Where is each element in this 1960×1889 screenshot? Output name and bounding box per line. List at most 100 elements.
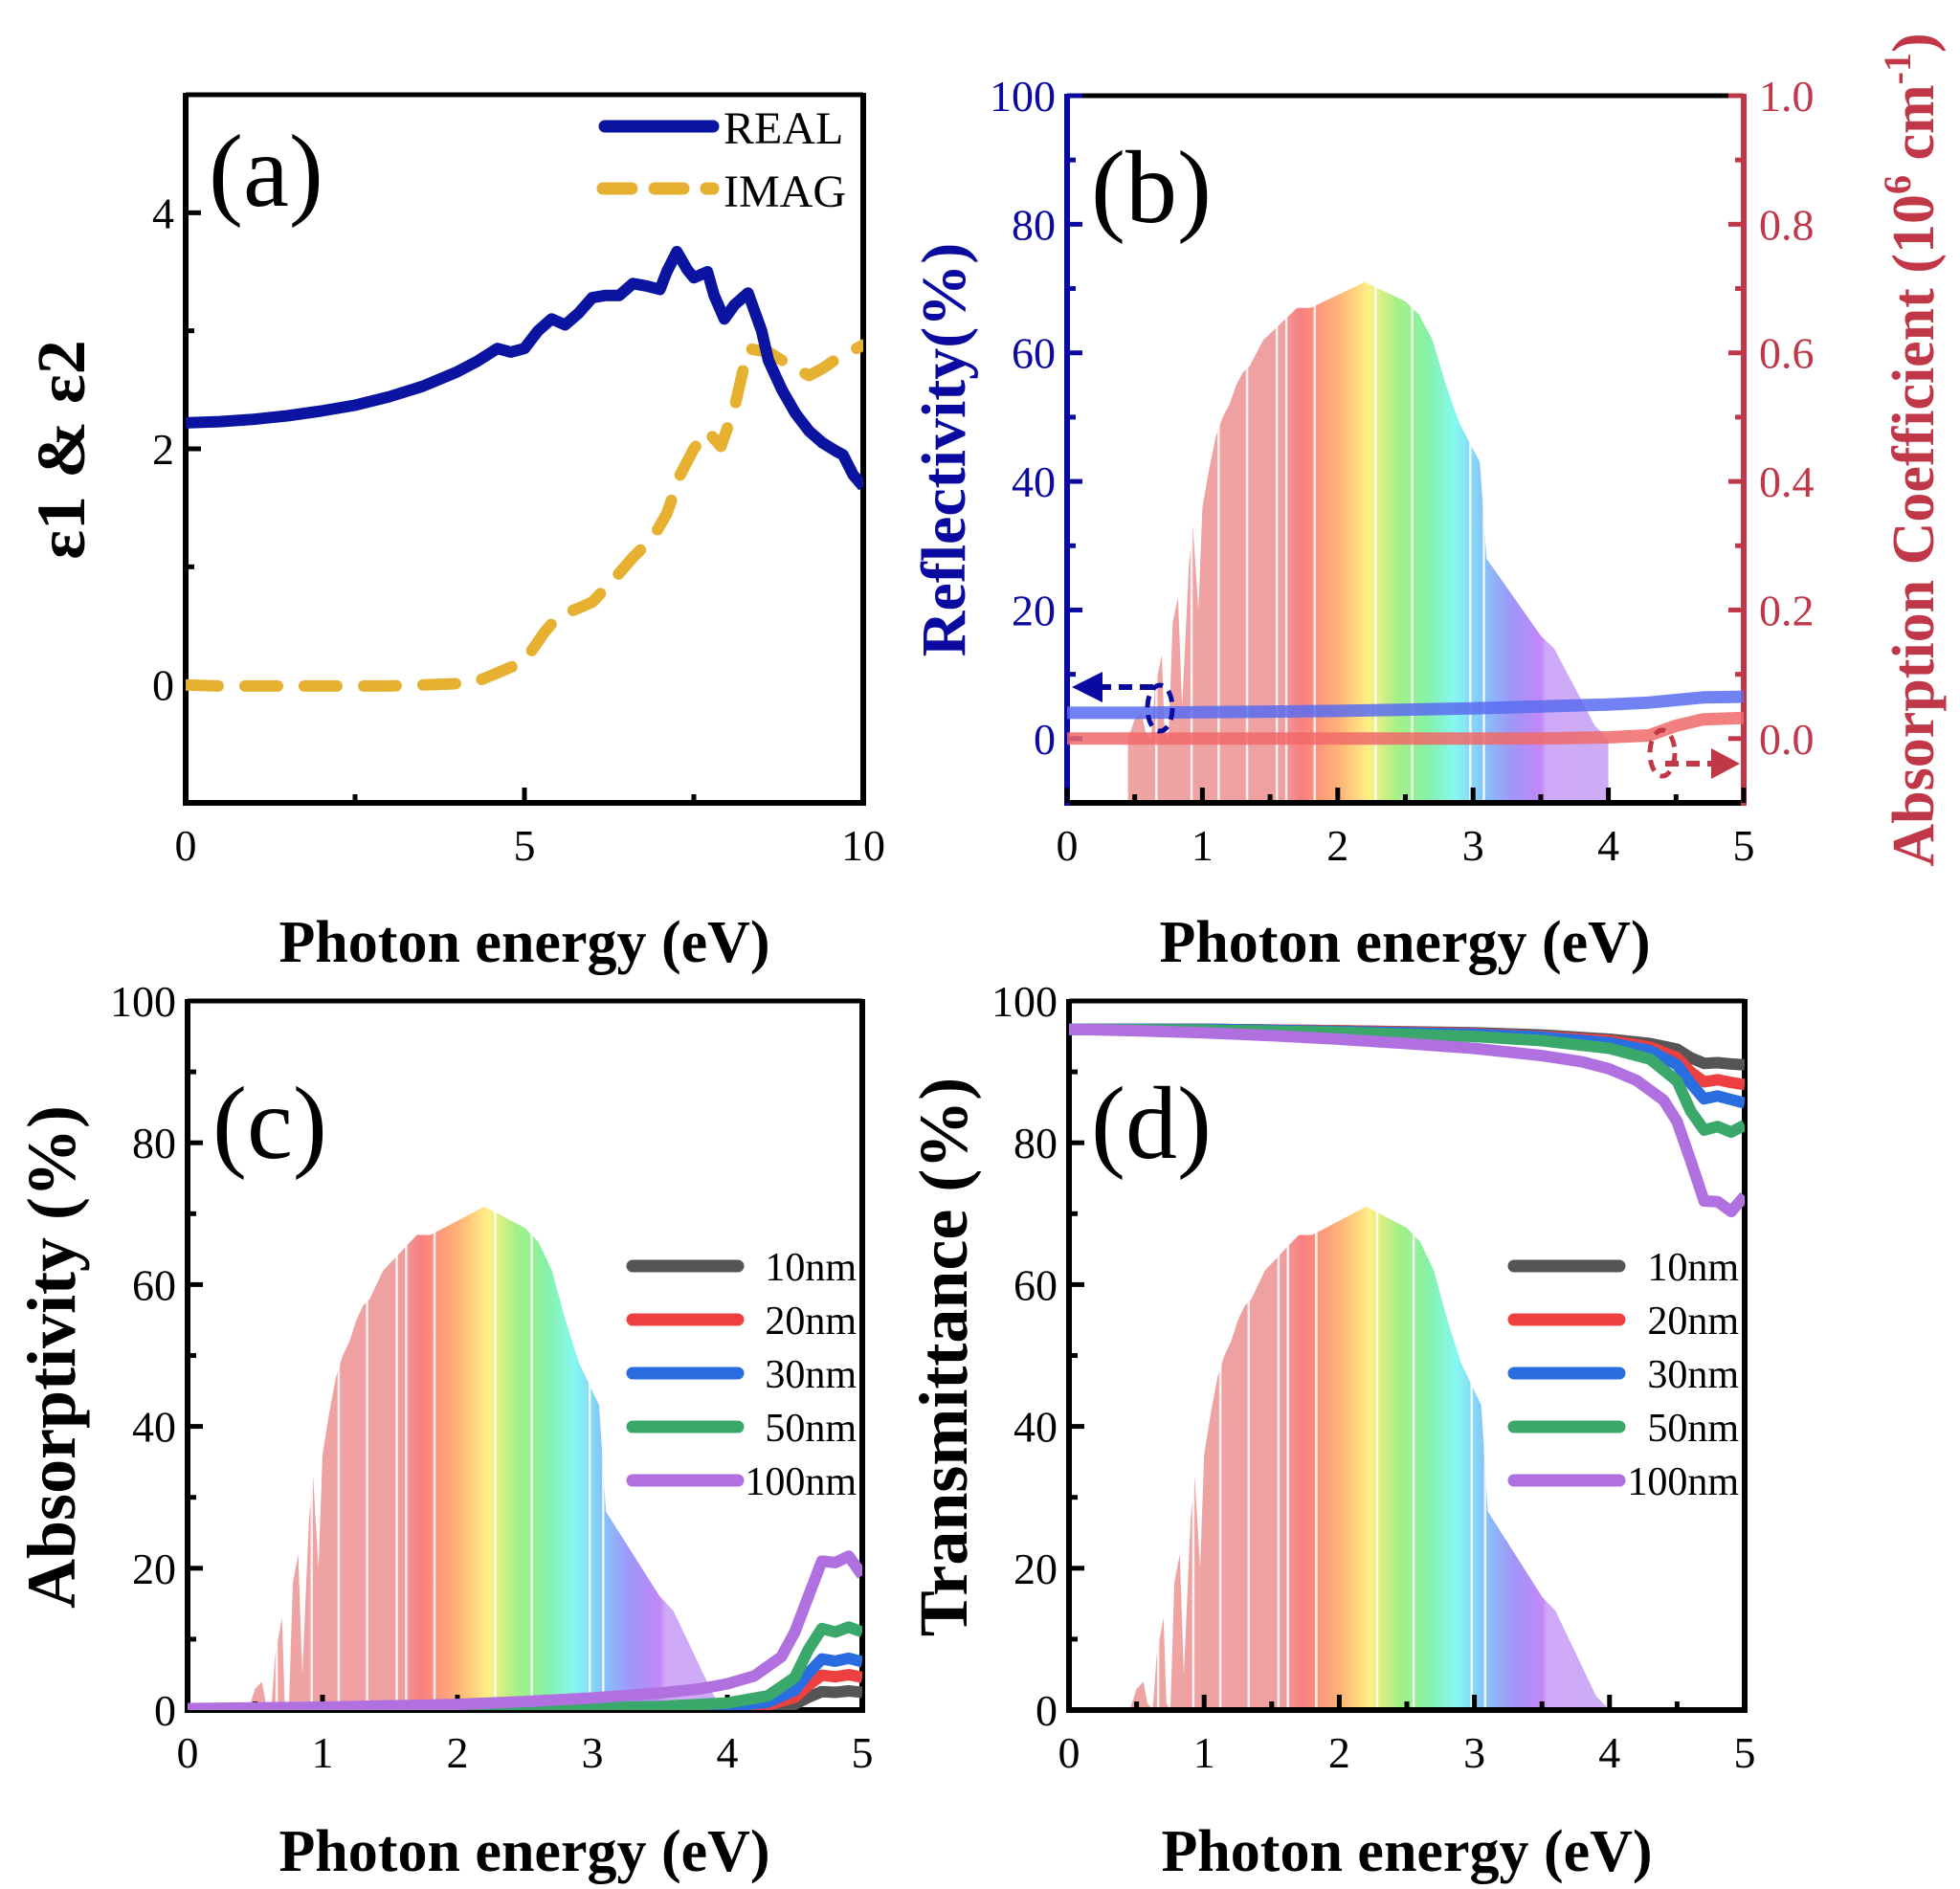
y-tick-label: 0	[152, 661, 174, 710]
x-tick-label: 5	[1734, 1728, 1756, 1777]
panel-c-label: (c)	[212, 1067, 327, 1181]
legend-label-20nm: 20nm	[765, 1300, 857, 1344]
series-absorption-line	[1067, 711, 1744, 745]
x-tick-label: 3	[1462, 821, 1484, 870]
y-tick-label: 2	[152, 425, 174, 474]
x-tick-label: 3	[582, 1728, 604, 1777]
y-tick-label: 40	[1012, 457, 1056, 506]
legend-label-10nm: 10nm	[765, 1246, 857, 1290]
x-tick-label: 4	[717, 1728, 739, 1777]
x-tick-label: 5	[514, 821, 536, 870]
y-right-tick-label: 0.6	[1759, 329, 1815, 378]
series-group	[188, 1550, 862, 1710]
x-tick-label: 0	[177, 1728, 199, 1777]
x-tick-label: 4	[1598, 1728, 1620, 1777]
y-right-tick-label: 0.4	[1759, 457, 1815, 506]
ylabel-right-sup1: 6	[1876, 175, 1919, 194]
legend-label-100nm: 100nm	[745, 1460, 857, 1504]
series-imag-line	[186, 339, 863, 692]
series-50nm-line	[1069, 1023, 1745, 1139]
panel-b-xlabel: Photon energy (eV)	[1159, 910, 1650, 975]
legend-label-100nm: 100nm	[1627, 1460, 1739, 1504]
y-tick-label: 100	[991, 977, 1058, 1026]
absorption-indicator-ellipse	[1647, 727, 1678, 779]
series-group	[1069, 1023, 1745, 1218]
legend-label-10nm: 10nm	[1647, 1246, 1739, 1290]
x-tick-label: 0	[175, 821, 197, 870]
x-tick-label: 2	[1328, 1728, 1350, 1777]
legend-real-label: REAL	[724, 103, 843, 154]
y-tick-label: 100	[110, 977, 176, 1026]
series-group	[1067, 690, 1744, 745]
ylabel-right-pre: Absorption Coefficient (10	[1882, 194, 1947, 867]
y-tick-label: 60	[1013, 1260, 1058, 1309]
y-tick-label: 0	[1034, 715, 1056, 764]
left-arrow-icon	[1072, 672, 1102, 702]
y-tick-label: 40	[132, 1403, 176, 1452]
panel-c-absorptivity: 0 1 2 3 4 5 0 20 40 60 80 100 10nm 20nm 30nm 50nm 100nm	[110, 977, 874, 1777]
y-tick-label: 60	[1012, 329, 1056, 378]
ylabel-right-sup2: -1	[1876, 53, 1919, 84]
x-tick-label: 5	[1733, 821, 1755, 870]
y-tick-label: 0	[154, 1686, 176, 1735]
spectrum-group	[248, 1001, 727, 1710]
y-tick-label: 20	[1013, 1545, 1058, 1593]
series-100nm-line	[1069, 1023, 1745, 1218]
spectrum-group	[1129, 1001, 1610, 1710]
panel-a-label: (a)	[209, 115, 323, 229]
panel-a-xlabel: Photon energy (eV)	[278, 910, 769, 975]
x-tick-label: 4	[1597, 821, 1619, 870]
panel-d-label: (d)	[1091, 1067, 1212, 1181]
x-tick-label: 5	[852, 1728, 874, 1777]
panel-b-reflectivity-absorption: 0 1 2 3 4 5 0 20 40 60 80 100 0.0 0.2 0.4 0.6 0.8 1.0	[990, 72, 1815, 870]
panel-b-ylabel-left: Reflectivity(%)	[909, 243, 979, 656]
y-right-tick-label: 1.0	[1759, 72, 1815, 121]
legend-label-20nm: 20nm	[1647, 1300, 1739, 1344]
y-tick-label: 20	[1012, 586, 1056, 634]
legend-label-50nm: 50nm	[1647, 1407, 1739, 1451]
y-tick-label: 60	[132, 1260, 176, 1309]
series-reflectivity-line	[1067, 690, 1744, 720]
solar-spectrum-fill	[1129, 1206, 1610, 1710]
panel-d-ylabel: Transmittance (%)	[905, 1078, 982, 1637]
reflectivity-indicator-ellipse	[1145, 682, 1175, 734]
panel-d-xlabel: Photon energy (eV)	[1161, 1819, 1652, 1884]
y-tick-label: 100	[990, 72, 1056, 121]
ylabel-right-mid: cm	[1882, 84, 1947, 175]
y-tick-label: 80	[1012, 200, 1056, 249]
x-tick-label: 10	[841, 821, 885, 870]
x-tick-label: 0	[1057, 821, 1079, 870]
x-tick-label: 1	[1193, 1728, 1215, 1777]
y-right-tick-label: 0.2	[1759, 586, 1815, 634]
y-tick-label: 80	[132, 1119, 176, 1167]
panel-c-xlabel: Photon energy (eV)	[278, 1819, 769, 1884]
y-tick-label: 40	[1013, 1403, 1058, 1452]
y-right-tick-label: 0.0	[1759, 715, 1815, 764]
x-tick-label: 3	[1463, 1728, 1485, 1777]
series-real-line	[186, 246, 863, 491]
panel-d-transmittance: 0 1 2 3 4 5 0 20 40 60 80 100 10nm 20nm 30nm 50nm 100nm	[991, 977, 1756, 1777]
y-right-tick-label: 0.8	[1759, 200, 1815, 249]
solar-spectrum-fill	[1127, 281, 1609, 803]
panel-b-ylabel-right: Absorption Coefficient (106 cm-1)	[1876, 33, 1947, 866]
y-tick-label: 80	[1013, 1119, 1058, 1167]
solar-spectrum-fill	[248, 1206, 727, 1710]
panel-a-ylabel: ε1 & ε2	[23, 340, 100, 560]
right-arrow-icon	[1711, 748, 1740, 779]
y-tick-label: 4	[152, 189, 174, 237]
legend-label-50nm: 50nm	[765, 1407, 857, 1451]
series-group	[186, 246, 863, 692]
y-tick-label: 0	[1036, 1686, 1058, 1735]
legend-label-30nm: 30nm	[1647, 1353, 1739, 1397]
legend-imag-label: IMAG	[724, 167, 846, 217]
series-100nm-line	[188, 1550, 862, 1710]
x-tick-label: 2	[447, 1728, 469, 1777]
x-tick-label: 2	[1326, 821, 1348, 870]
y-tick-label: 20	[132, 1545, 176, 1593]
x-tick-label: 0	[1058, 1728, 1080, 1777]
x-tick-label: 1	[1192, 821, 1214, 870]
panel-a-dielectric: 0 5 10 0 2 4 REAL IMAG	[152, 92, 885, 870]
panel-b-label: (b)	[1091, 131, 1212, 245]
x-tick-label: 1	[312, 1728, 334, 1777]
